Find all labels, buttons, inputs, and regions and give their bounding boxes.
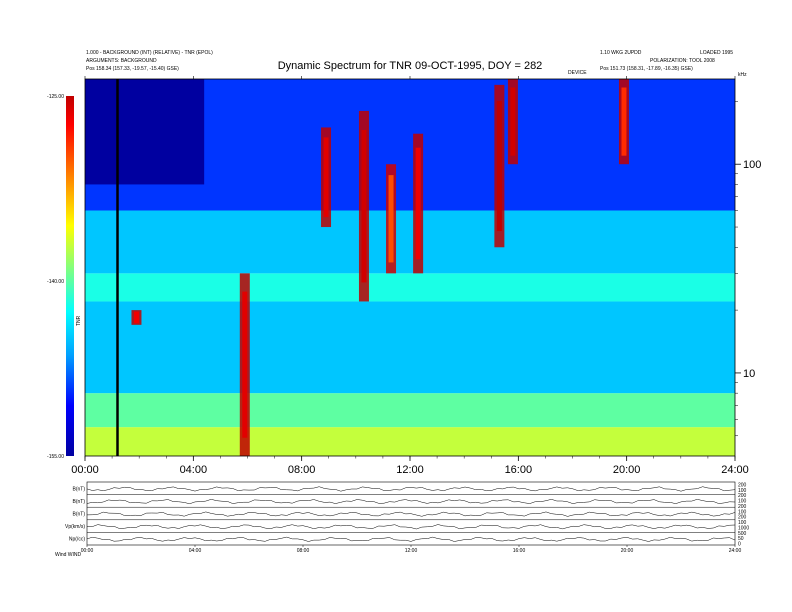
bottom-panel-row-label: B(nT): [73, 499, 86, 505]
spectrum-band: [85, 427, 735, 456]
bottom-panel-right-label: 500: [738, 531, 747, 537]
radio-burst-core: [323, 137, 329, 218]
bottom-panel-right-label: 200: [738, 504, 747, 510]
bottom-panel-row-label: Vp(km/s): [65, 524, 85, 530]
x-tick-label: 24:00: [721, 464, 749, 476]
header-left-line2: ARGUMENTS: BACKGROUND: [86, 58, 157, 64]
colorbar-tick-mid: -140.00: [47, 279, 64, 285]
radio-burst-core: [621, 87, 627, 156]
radio-burst-core: [388, 175, 394, 263]
radio-burst-core: [415, 147, 421, 260]
header-left-line1: 1.000 - BACKGROUND (INT) (RELATIVE) - TN…: [86, 50, 213, 56]
bottom-x-tick-label: 12:00: [405, 548, 418, 554]
radio-burst-core: [242, 291, 248, 438]
header-left-line3: Pos 158.34 (157.33, -19.57, -15.40) GSE): [86, 66, 179, 72]
y-axis: 10 100: [735, 101, 761, 437]
spectrogram-heatmap: [85, 79, 735, 456]
spectrum-band: [85, 301, 735, 394]
bottom-panel-right-label: 200: [738, 515, 747, 521]
bottom-panel-right-label: 50: [738, 536, 744, 542]
header-right-line4: Pos 151.73 (158.31, -17.89, -16.35) GSE): [600, 66, 693, 72]
colorbar: [66, 96, 74, 456]
header-right-line1: 1.10 WKG 2UPDD: [600, 50, 642, 56]
colorbar-label: TNR: [76, 315, 82, 326]
header-center-tag: DEVICE: [568, 70, 587, 76]
bottom-panel-right-label: 100: [738, 488, 747, 494]
bottom-panel-trace: [86, 499, 736, 505]
radio-burst-core: [133, 311, 139, 324]
bottom-x-tick-label: 16:00: [513, 548, 526, 554]
header-right-line2: LOADED 1995: [700, 50, 733, 56]
bottom-panel-right-label: 100: [738, 509, 747, 515]
spectrum-band: [85, 210, 735, 274]
x-tick-label: 04:00: [180, 464, 208, 476]
spectrum-band: [85, 393, 735, 428]
radio-burst-core: [510, 87, 516, 156]
bottom-panel-right-label: 200: [738, 483, 747, 489]
bottom-panel-trace: [86, 486, 736, 492]
x-tick-label: 16:00: [505, 464, 533, 476]
bottom-panel-row-label: Np(/cc): [69, 537, 85, 543]
bottom-panel-trace: [86, 511, 736, 517]
bottom-panel-right-label: 0: [738, 542, 741, 548]
bottom-panel-row-label: B(nT): [73, 512, 86, 518]
bottom-panel-right-label: 1000: [738, 525, 749, 531]
colorbar-tick-top: -125.00: [47, 94, 64, 100]
bottom-x-tick-label: 00:00: [81, 548, 94, 554]
bottom-x-tick-label: 20:00: [621, 548, 634, 554]
y-tick-label: 100: [743, 159, 761, 171]
frequency-unit: kHz: [738, 72, 747, 78]
header-right-line3: POLARIZATION: TOOL 2008: [650, 58, 715, 64]
quiet-region: [85, 79, 205, 185]
spectrum-band: [85, 273, 735, 302]
radio-burst-core: [361, 129, 367, 283]
radio-burst-core: [496, 101, 502, 232]
x-axis: 00:00 04:00 08:00 12:00 16:00 20:00 24:00: [71, 76, 749, 476]
bottom-panel-trace: [86, 536, 736, 542]
bottom-panel-right-label: 200: [738, 493, 747, 499]
chart-title: Dynamic Spectrum for TNR 09-OCT-1995, DO…: [278, 60, 543, 72]
bottom-x-tick-label: 08:00: [297, 548, 310, 554]
bottom-corner-label: Wind WIND: [55, 552, 82, 558]
y-tick-label: 10: [743, 368, 755, 380]
bottom-panel-right-label: 100: [738, 520, 747, 526]
x-tick-label: 00:00: [71, 464, 99, 476]
x-tick-label: 12:00: [396, 464, 424, 476]
bottom-x-tick-label: 24:00: [729, 548, 742, 554]
bottom-x-tick-label: 04:00: [189, 548, 202, 554]
x-tick-label: 20:00: [613, 464, 641, 476]
bottom-panel-trace: [86, 524, 736, 530]
colorbar-tick-bottom: -155.00: [47, 454, 64, 460]
bottom-panel-right-label: 100: [738, 499, 747, 505]
bottom-panel-row-label: B(nT): [73, 486, 86, 492]
x-tick-label: 08:00: [288, 464, 316, 476]
bottom-panels: B(nT)B(nT)B(nT)Vp(km/s)Np(/cc)2001002001…: [65, 481, 749, 554]
